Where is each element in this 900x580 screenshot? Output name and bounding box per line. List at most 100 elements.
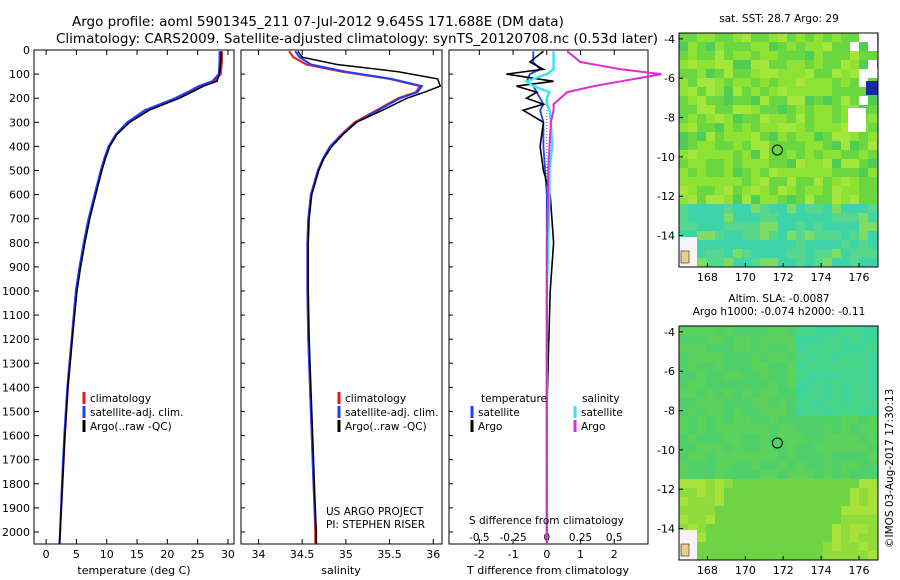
heat-cell — [841, 542, 850, 551]
heat-cell — [805, 362, 814, 371]
heat-cell — [841, 114, 850, 123]
heat-cell — [859, 335, 868, 344]
heat-cell — [796, 326, 805, 335]
heat-cell — [751, 114, 760, 123]
heat-cell — [706, 105, 715, 114]
heat-cell — [778, 150, 787, 159]
heat-cell — [805, 51, 814, 60]
heat-cell — [706, 371, 715, 380]
heat-cell — [787, 96, 796, 105]
heat-cell — [688, 195, 697, 204]
heat-cell — [751, 353, 760, 362]
heat-cell — [814, 542, 823, 551]
heat-cell — [778, 452, 787, 461]
heat-cell — [679, 515, 688, 524]
heat-cell — [679, 416, 688, 425]
heat-cell — [751, 425, 760, 434]
heat-cell — [868, 114, 877, 123]
heat-cell — [715, 60, 724, 69]
heat-cell — [715, 186, 724, 195]
heat-cell — [751, 452, 760, 461]
heat-cell — [796, 434, 805, 443]
heat-cell — [814, 42, 823, 51]
heat-cell — [760, 398, 769, 407]
heat-cell — [850, 443, 859, 452]
heat-cell — [742, 78, 751, 87]
heat-cell — [724, 78, 733, 87]
heat-cell — [778, 222, 787, 231]
heat-cell — [778, 407, 787, 416]
heat-cell — [850, 42, 859, 51]
heat-cell — [769, 326, 778, 335]
heat-cell — [841, 42, 850, 51]
heat-cell — [679, 186, 688, 195]
heat-cell — [706, 42, 715, 51]
heat-cell — [697, 186, 706, 195]
heat-cell — [697, 231, 706, 240]
heat-cell — [760, 524, 769, 533]
heat-cell — [778, 168, 787, 177]
heat-cell — [769, 60, 778, 69]
heat-cell — [787, 195, 796, 204]
heat-cell — [850, 141, 859, 150]
heat-cell — [724, 380, 733, 389]
x-tick-label: 36 — [426, 548, 440, 561]
heat-cell — [850, 177, 859, 186]
heat-cell — [751, 443, 760, 452]
heat-cell — [706, 150, 715, 159]
legend-clim-label: climatology — [90, 393, 151, 405]
y-tick-label: 300 — [9, 116, 30, 129]
heat-cell — [850, 425, 859, 434]
heat-cell — [787, 479, 796, 488]
heat-cell — [823, 168, 832, 177]
heat-cell — [742, 515, 751, 524]
heat-cell — [841, 231, 850, 240]
heat-cell — [769, 443, 778, 452]
heat-cell — [832, 87, 841, 96]
heat-cell — [796, 497, 805, 506]
y-tick-label: -10 — [657, 444, 675, 457]
heat-cell — [769, 398, 778, 407]
heat-cell — [814, 416, 823, 425]
heat-cell — [679, 114, 688, 123]
heat-cell — [832, 461, 841, 470]
heat-cell — [724, 249, 733, 258]
y-tick-label: 1400 — [2, 381, 30, 394]
heat-cell — [823, 371, 832, 380]
heat-cell — [715, 33, 724, 42]
heat-cell — [742, 344, 751, 353]
salinity-xlabel: salinity — [321, 564, 361, 577]
heat-cell — [787, 78, 796, 87]
heat-cell — [823, 69, 832, 78]
heat-cell — [733, 524, 742, 533]
heat-cell — [724, 524, 733, 533]
heat-cell — [850, 497, 859, 506]
heat-cell — [688, 33, 697, 42]
heat-cell — [868, 231, 877, 240]
heat-cell — [751, 132, 760, 141]
heat-cell — [796, 551, 805, 560]
heat-cell — [742, 240, 751, 249]
heat-cell — [787, 533, 796, 542]
heat-cell — [823, 497, 832, 506]
x-tick-label: 168 — [697, 271, 718, 284]
heat-cell — [832, 42, 841, 51]
y-tick-label: 1900 — [2, 502, 30, 515]
heat-cell — [850, 506, 859, 515]
heat-cell — [850, 434, 859, 443]
heat-cell — [733, 87, 742, 96]
heat-cell — [823, 488, 832, 497]
heat-cell — [841, 407, 850, 416]
heat-cell — [715, 371, 724, 380]
heat-cell — [706, 389, 715, 398]
heat-cell — [697, 249, 706, 258]
heat-cell — [778, 132, 787, 141]
heat-cell — [742, 33, 751, 42]
heat-cell — [679, 470, 688, 479]
legend-s-argo-label: Argo — [581, 421, 605, 433]
heat-cell — [769, 488, 778, 497]
heat-cell — [823, 344, 832, 353]
heat-cell — [760, 479, 769, 488]
heat-cell — [688, 177, 697, 186]
s-diff-xlabel: S difference from climatology — [469, 515, 624, 527]
